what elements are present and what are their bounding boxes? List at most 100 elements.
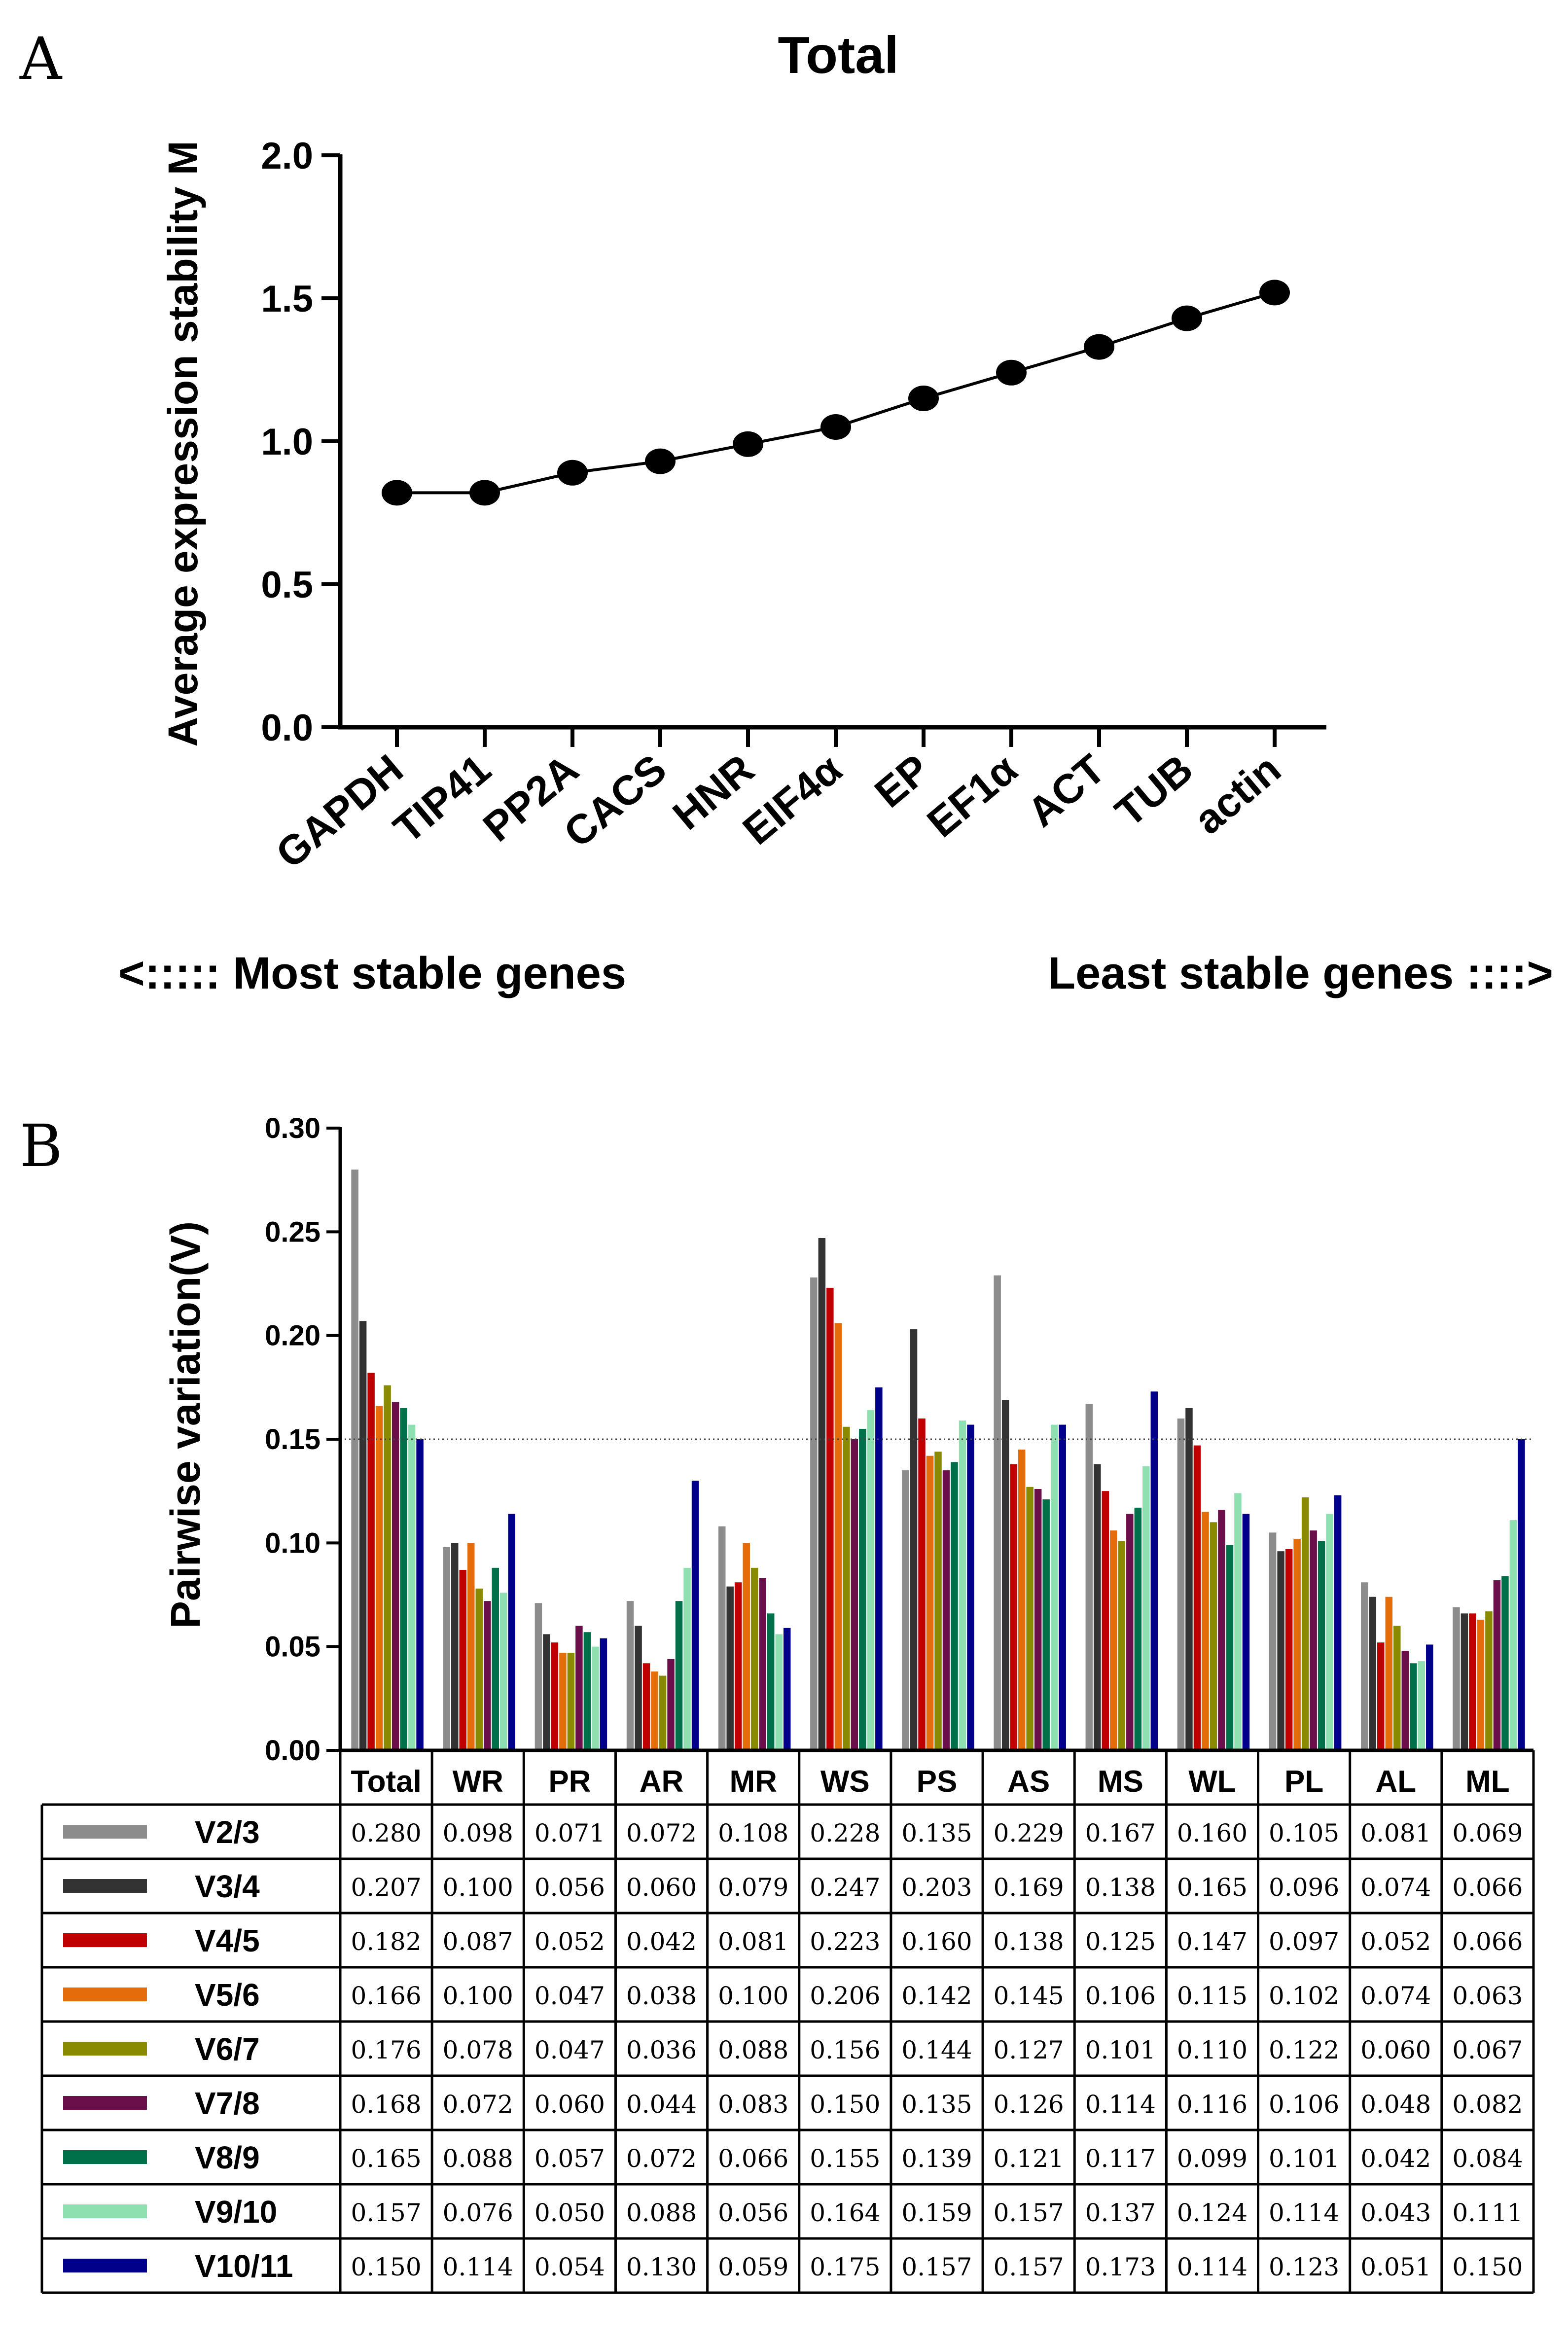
chart-b-bar [1361,1582,1368,1750]
chart-b-y-ticks: 0.00 0.05 0.10 0.15 0.20 0.25 0.30 [265,1112,340,1767]
chart-b-bar [875,1387,883,1750]
chart-b-bar [367,1373,375,1750]
chart-b-bar [483,1601,491,1750]
chart-b-bar [1293,1538,1301,1750]
chart-b-bar [499,1593,507,1750]
chart-b-bar [583,1632,591,1750]
chart-b-bar [1326,1514,1333,1750]
table-cell-value: 0.052 [1360,1927,1431,1956]
legend-label: V7/8 [195,2086,260,2121]
chart-a-data-point [1259,280,1290,306]
table-cell-value: 0.106 [1269,2090,1339,2119]
chart-b-category-label: PL [1284,1765,1323,1799]
chart-b-bar [959,1420,966,1750]
chart-b-bar [910,1329,918,1750]
chart-b-bar [1018,1450,1026,1750]
table-cell-value: 0.135 [901,2090,972,2119]
table-cell-value: 0.168 [351,2090,422,2119]
table-cell-value: 0.159 [901,2199,972,2227]
chart-b-bar [451,1543,459,1750]
chart-b-bar [1493,1580,1501,1750]
table-cell-value: 0.047 [535,2036,605,2064]
table-cell-value: 0.130 [626,2253,697,2281]
chart-b-bar [1469,1613,1476,1750]
table-cell-value: 0.067 [1452,2036,1523,2064]
legend-label: V2/3 [195,1814,260,1850]
chart-b-bar [1126,1514,1134,1750]
chart-b-bar [351,1170,358,1750]
legend-swatch [63,1933,147,1947]
chart-b-bar [475,1588,483,1750]
chart-b-category-label: AR [640,1765,684,1799]
table-cell-value: 0.157 [994,2199,1064,2227]
table-cell-value: 0.072 [626,1819,697,1847]
chart-b-bar [551,1642,559,1750]
chart-b-bar [443,1547,450,1750]
chart-b-bar [675,1601,683,1750]
chart-a-x-tick-label: EIF4α [734,745,851,853]
table-cell-value: 0.156 [810,2036,880,2064]
chart-a-data-point [1084,334,1114,360]
table-cell-value: 0.182 [351,1927,422,1956]
chart-b-bar [575,1626,583,1750]
table-cell-value: 0.114 [443,2253,513,2281]
chart-b-bar [750,1567,758,1750]
table-cell-value: 0.081 [1360,1819,1431,1847]
chart-b-bar [1234,1493,1242,1750]
chart-b-bar [651,1671,658,1750]
table-cell-value: 0.164 [810,2199,880,2227]
chart-b-bar [867,1410,875,1750]
chart-b-bar [1277,1551,1284,1750]
chart-b-bar [1461,1613,1468,1750]
table-cell-value: 0.097 [1269,1927,1339,1956]
chart-b-bar [1142,1466,1150,1750]
table-cell-value: 0.150 [1452,2253,1523,2281]
table-cell-value: 0.144 [901,2036,972,2064]
chart-a-x-tick-label: TIP41 [385,745,499,852]
chart-b-bar [375,1406,383,1750]
table-cell-value: 0.063 [1452,1982,1523,2010]
chart-b-bar [1134,1507,1142,1750]
table-cell-value: 0.081 [718,1927,788,1956]
legend-swatch [63,2042,147,2056]
table-cell-value: 0.101 [1269,2144,1339,2173]
table-cell-value: 0.115 [1177,1982,1247,2010]
table-cell-value: 0.100 [718,1982,788,2010]
legend-swatch [63,2259,147,2272]
table-cell-value: 0.076 [443,2199,513,2227]
table-cell-value: 0.060 [626,1873,697,1902]
table-cell-value: 0.056 [535,1873,605,1902]
table-cell-value: 0.078 [443,2036,513,2064]
table-cell-value: 0.206 [810,1982,880,2010]
chart-b-category-label: PS [917,1765,958,1799]
chart-b-category-label: WS [820,1765,870,1799]
table-cell-value: 0.071 [535,1819,605,1847]
table-cell-value: 0.060 [1360,2036,1431,2064]
table-cell-value: 0.280 [351,1819,422,1847]
chart-b-bar [1509,1520,1517,1750]
chart-a-y-axis-label: Average expression stability M [160,141,206,746]
chart-b-y-tick-label: 0.20 [265,1320,321,1352]
table-cell-value: 0.114 [1085,2090,1156,2119]
chart-b-bar [767,1613,775,1750]
chart-a-data-point [382,480,412,506]
table-cell-value: 0.142 [901,1982,972,2010]
table-cell-value: 0.203 [901,1873,972,1902]
table-cell-value: 0.072 [626,2144,697,2173]
chart-b-bar [1501,1576,1509,1750]
table-cell-value: 0.223 [810,1927,880,1956]
chart-a-x-tick-label: actin [1185,745,1289,843]
table-cell-value: 0.116 [1177,2090,1247,2119]
legend-label: V4/5 [195,1923,260,1958]
chart-b-category-label: WR [453,1765,503,1799]
chart-b-bar [1410,1663,1417,1750]
table-cell-value: 0.060 [535,2090,605,2119]
legend-label: V3/4 [195,1869,260,1904]
chart-a-y-tick-label: 1.5 [261,278,313,320]
chart-b-y-tick-label: 0.25 [265,1216,321,1248]
chart-b-bar [1059,1424,1066,1750]
chart-a-data-point [1172,305,1202,331]
table-cell-value: 0.160 [1177,1819,1247,1847]
